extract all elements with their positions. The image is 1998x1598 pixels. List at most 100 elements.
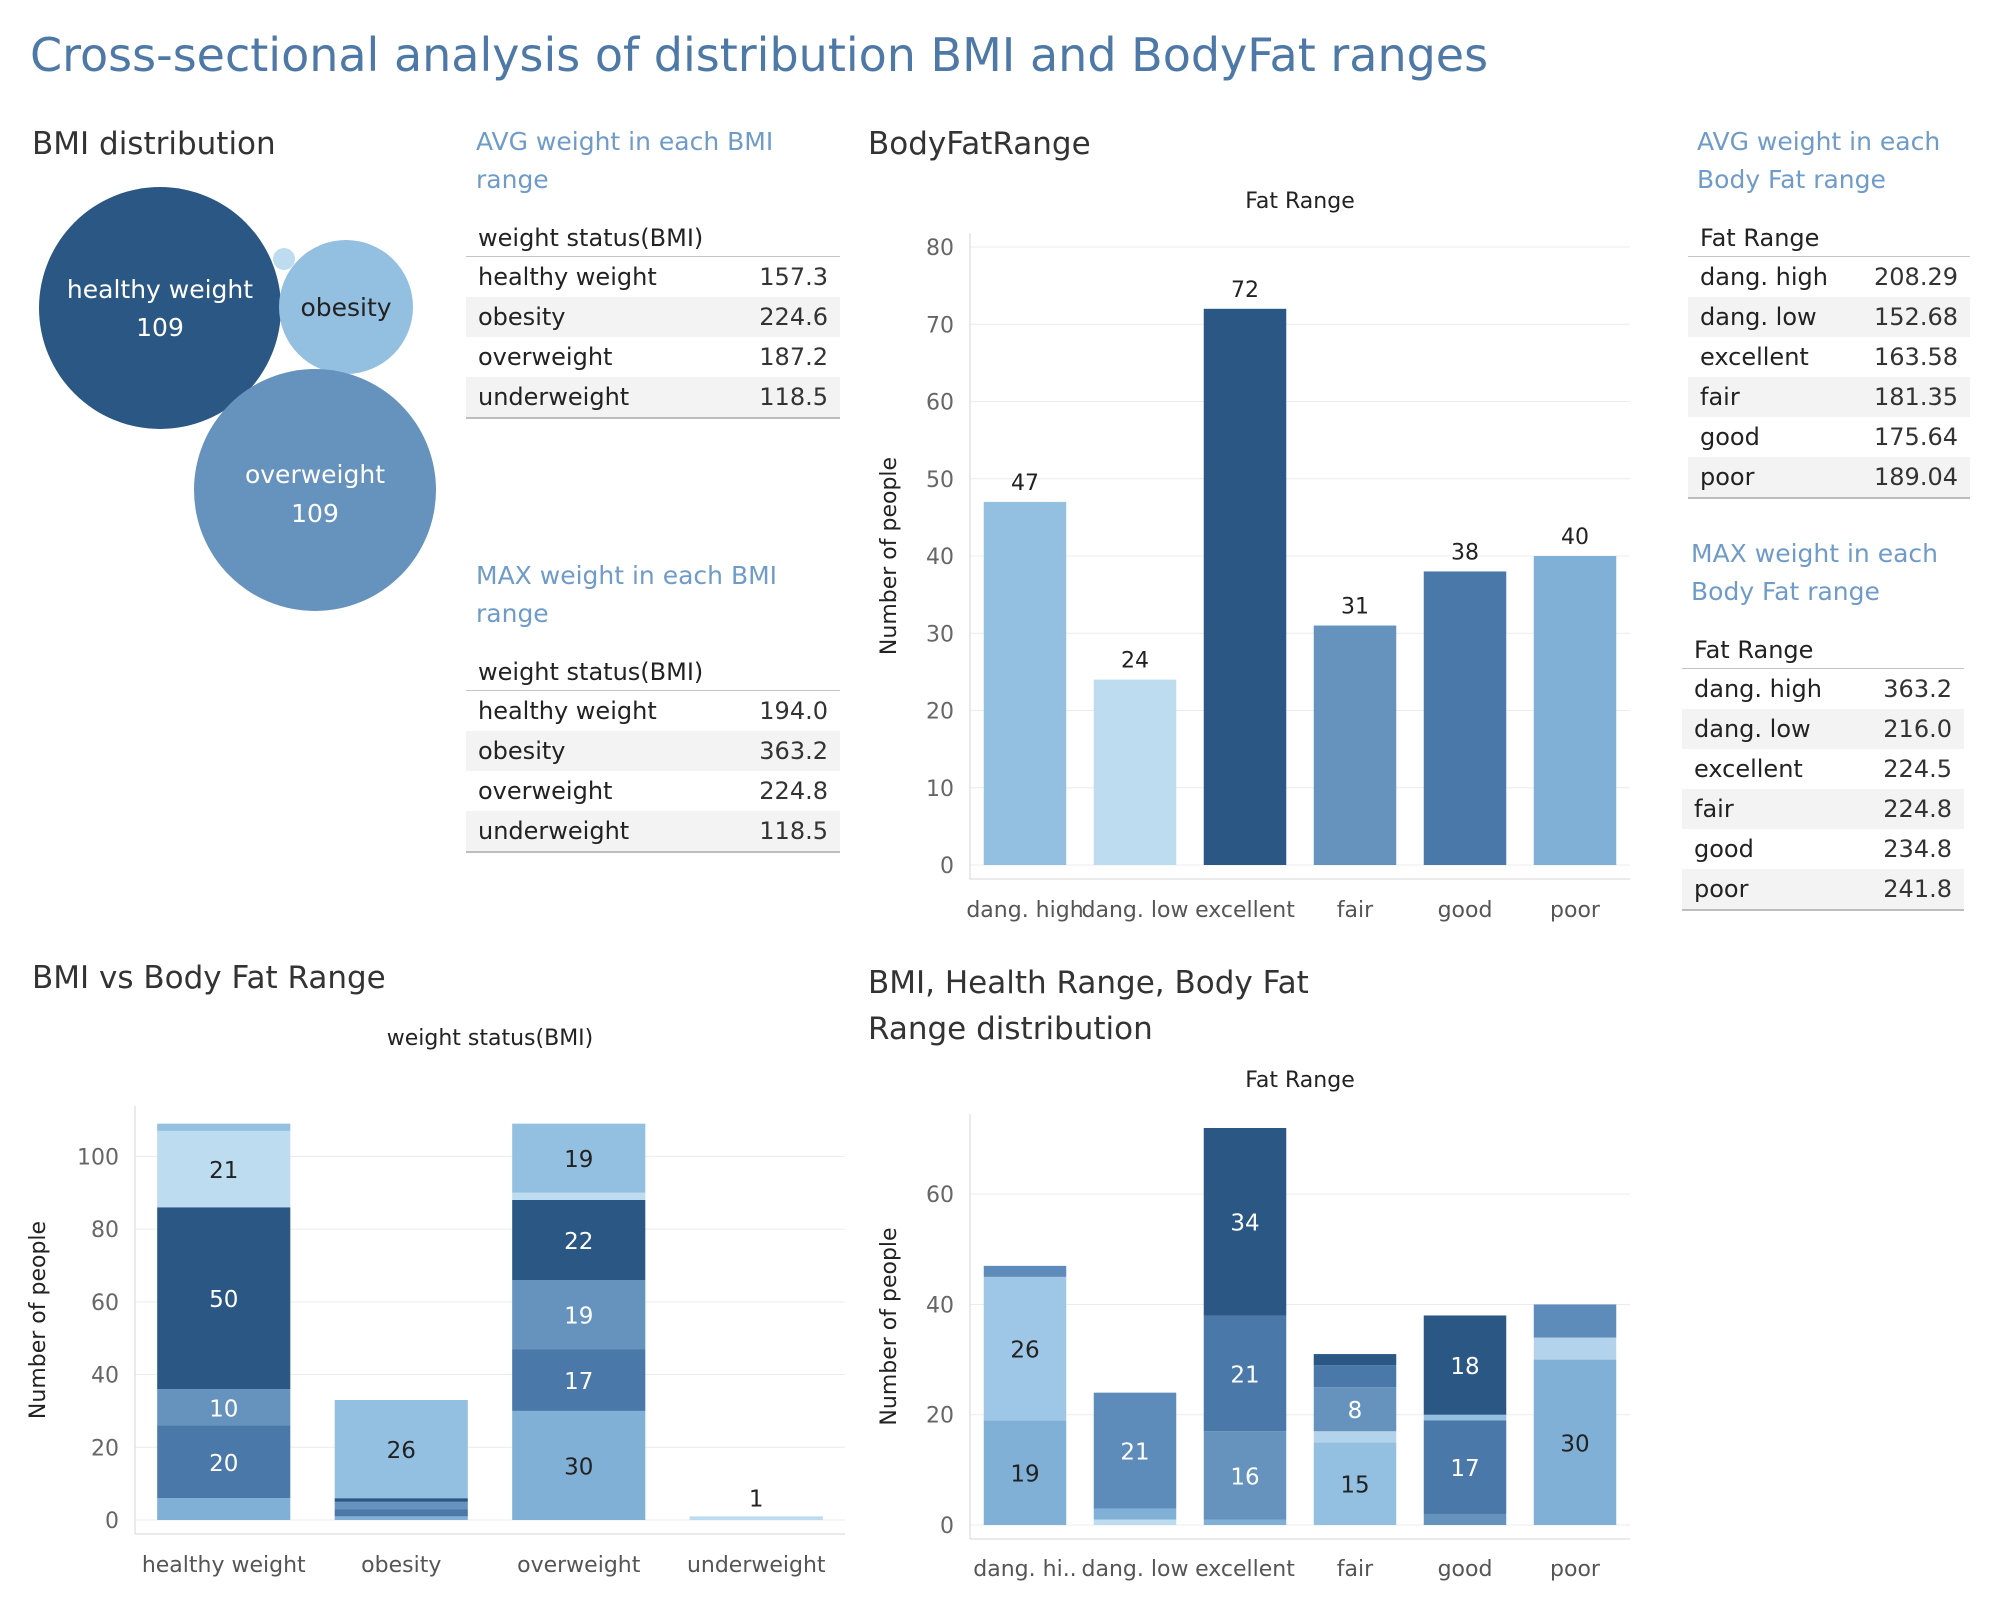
segment-label: 17 bbox=[1450, 1456, 1479, 1482]
x-tick-label-underweight: underweight bbox=[687, 1553, 826, 1578]
segment-label: 21 bbox=[1230, 1362, 1259, 1388]
segment-label: 22 bbox=[564, 1229, 593, 1255]
segment-label: 30 bbox=[564, 1454, 593, 1480]
bar-value-label: 40 bbox=[1561, 525, 1589, 550]
y-tick-label: 20 bbox=[926, 1404, 954, 1429]
row-label: dang. low bbox=[1700, 303, 1817, 331]
row-label: fair bbox=[1700, 383, 1740, 411]
bubble-overweight[interactable] bbox=[194, 369, 436, 611]
bar-segment-healthy-weight-0 bbox=[157, 1498, 291, 1520]
bar-segment-fair-4 bbox=[1313, 1354, 1397, 1366]
x-tick-label-healthy-weight: healthy weight bbox=[142, 1553, 306, 1578]
avg-fat-table: Fat Range dang. high 208.29 dang. low 152.… bbox=[1688, 218, 1970, 499]
bodyfat-chart-title: BodyFatRange bbox=[868, 126, 1091, 162]
row-value: 224.8 bbox=[759, 777, 828, 805]
row-label: excellent bbox=[1700, 343, 1809, 371]
y-tick-label: 0 bbox=[940, 854, 954, 879]
bar-segment-excellent-2 bbox=[1203, 1315, 1287, 1432]
y-tick-label: 80 bbox=[91, 1218, 119, 1243]
table-row: poor 241.8 bbox=[1682, 869, 1964, 911]
table-row: dang. high 208.29 bbox=[1688, 257, 1970, 297]
segment-label: 8 bbox=[1348, 1398, 1363, 1424]
row-label: poor bbox=[1700, 463, 1755, 491]
bar-segment-dang-hi-2 bbox=[983, 1265, 1067, 1277]
y-tick-label: 60 bbox=[91, 1291, 119, 1316]
row-value: 163.58 bbox=[1874, 343, 1958, 371]
row-value: 118.5 bbox=[759, 383, 828, 411]
bar-segment-overweight-1 bbox=[512, 1349, 646, 1411]
bubble-healthy-weight-label: healthy weight bbox=[67, 275, 253, 304]
bar-good bbox=[1423, 571, 1507, 865]
y-axis-title: Number of people bbox=[26, 1221, 51, 1419]
table-header: Fat Range bbox=[1682, 630, 1964, 669]
table-row: dang. low 216.0 bbox=[1682, 709, 1964, 749]
bar-segment-healthy-weight-4 bbox=[157, 1130, 291, 1208]
segment-label: 16 bbox=[1230, 1464, 1259, 1490]
bodyfat-bar-chart: 0 10 20 30 40 50 60 70 80 Fat Range Number of peop… bbox=[877, 189, 1630, 923]
bubble-overweight-label: overweight bbox=[245, 460, 385, 489]
row-value: 241.8 bbox=[1883, 875, 1952, 903]
row-value: 194.0 bbox=[759, 697, 828, 725]
table-row: obesity 224.6 bbox=[466, 297, 840, 337]
segment-label: 20 bbox=[209, 1451, 238, 1477]
row-label: good bbox=[1694, 835, 1754, 863]
table-row: good 234.8 bbox=[1682, 829, 1964, 869]
bar-segment-obesity-3 bbox=[334, 1498, 468, 1502]
bubble-healthy-weight[interactable] bbox=[39, 187, 281, 429]
y-tick-label: 60 bbox=[926, 391, 954, 416]
bar-value-label: 24 bbox=[1121, 649, 1149, 674]
bar-value-label: 47 bbox=[1011, 471, 1039, 496]
bar-segment-dang-hi-1 bbox=[983, 1276, 1067, 1421]
segment-label: 1 bbox=[749, 1486, 764, 1512]
x-tick-label-good: good bbox=[1438, 1557, 1493, 1582]
table-row: obesity 363.2 bbox=[466, 731, 840, 771]
y-tick-label: 50 bbox=[926, 468, 954, 493]
row-value: 363.2 bbox=[1883, 675, 1952, 703]
row-label: excellent bbox=[1694, 755, 1803, 783]
table-row: fair 224.8 bbox=[1682, 789, 1964, 829]
row-value: 157.3 bbox=[759, 263, 828, 291]
x-tick-label-poor: poor bbox=[1550, 1557, 1601, 1582]
x-axis-title: Fat Range bbox=[1245, 189, 1354, 214]
row-label: overweight bbox=[478, 777, 613, 805]
row-value: 181.35 bbox=[1874, 383, 1958, 411]
segment-label: 21 bbox=[209, 1158, 238, 1184]
bar-segment-healthy-weight-1 bbox=[157, 1425, 291, 1499]
bar-segment-obesity-1 bbox=[334, 1509, 468, 1517]
distribution-stacked-chart: 0 20 40 60 Fat Range Number of people 19 26 dang… bbox=[877, 1068, 1630, 1582]
bubble-underweight[interactable] bbox=[273, 248, 295, 270]
y-tick-label: 10 bbox=[926, 777, 954, 802]
bar-segment-good-3 bbox=[1423, 1315, 1507, 1415]
row-label: poor bbox=[1694, 875, 1749, 903]
bar-segment-good-2 bbox=[1423, 1414, 1507, 1421]
table-row: dang. high 363.2 bbox=[1682, 669, 1964, 709]
avg-bmi-title: AVG weight in each BMI range bbox=[476, 127, 774, 194]
max-bmi-title: MAX weight in each BMI range bbox=[476, 561, 778, 628]
segment-label: 30 bbox=[1560, 1431, 1589, 1457]
bar-dang-high bbox=[983, 501, 1067, 865]
x-axis-title: Fat Range bbox=[1245, 1068, 1354, 1093]
bar-fair bbox=[1313, 625, 1397, 865]
table-row: dang. low 152.68 bbox=[1688, 297, 1970, 337]
row-value: 175.64 bbox=[1874, 423, 1958, 451]
row-label: obesity bbox=[478, 303, 566, 331]
x-tick-label-dang-high: dang. high bbox=[966, 898, 1083, 923]
bar-segment-fair-2 bbox=[1313, 1387, 1397, 1432]
bar-segment-good-0 bbox=[1423, 1513, 1507, 1525]
row-value: 224.8 bbox=[1883, 795, 1952, 823]
y-tick-label: 100 bbox=[77, 1145, 119, 1170]
segment-label: 10 bbox=[209, 1396, 238, 1422]
segment-label: 19 bbox=[564, 1304, 593, 1330]
x-tick-label-good: good bbox=[1438, 898, 1493, 923]
bubble-obesity[interactable] bbox=[279, 240, 413, 374]
row-value: 216.0 bbox=[1883, 715, 1952, 743]
table-row: overweight 187.2 bbox=[466, 337, 840, 377]
segment-label: 15 bbox=[1340, 1473, 1369, 1499]
bar-segment-overweight-5 bbox=[512, 1123, 646, 1193]
distribution-chart-title: BMI, Health Range, Body Fat Range distri… bbox=[868, 965, 1309, 1047]
bar-segment-poor-0 bbox=[1533, 1359, 1617, 1525]
row-value: 152.68 bbox=[1874, 303, 1958, 331]
y-tick-label: 40 bbox=[926, 545, 954, 570]
avg-fat-title: AVG weight in each Body Fat range bbox=[1697, 127, 1941, 194]
bar-segment-fair-1 bbox=[1313, 1431, 1397, 1443]
